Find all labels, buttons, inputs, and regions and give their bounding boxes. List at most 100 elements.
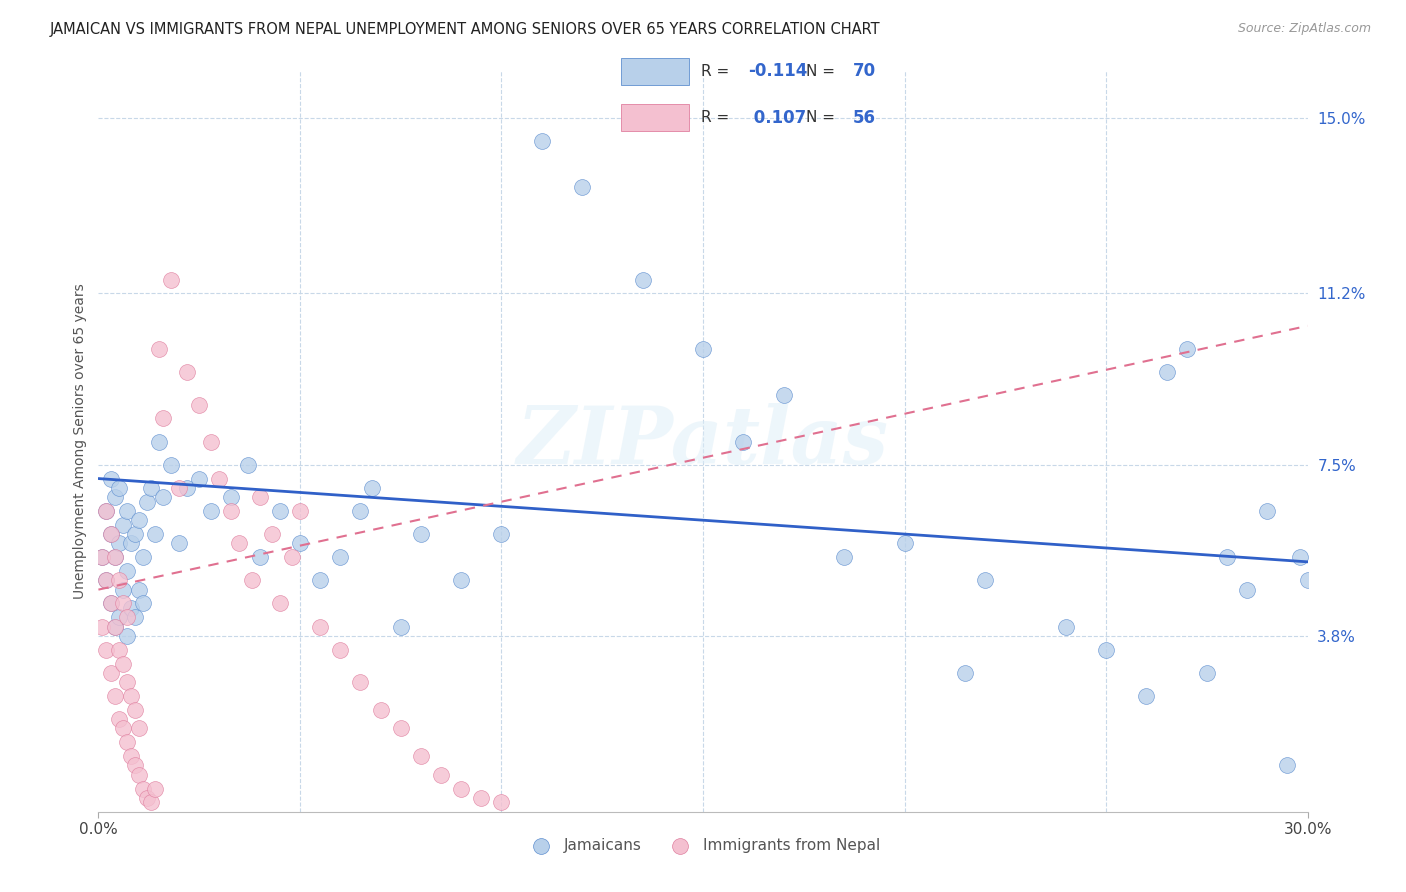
Point xyxy=(91,619,114,633)
Y-axis label: Unemployment Among Seniors over 65 years: Unemployment Among Seniors over 65 years xyxy=(73,284,87,599)
Point xyxy=(107,712,129,726)
Point xyxy=(450,574,472,588)
Point xyxy=(1095,642,1118,657)
Point xyxy=(772,388,794,402)
Point xyxy=(96,642,118,657)
Point xyxy=(91,550,114,565)
Point xyxy=(176,481,198,495)
Point xyxy=(188,472,211,486)
Legend: Jamaicans, Immigrants from Nepal: Jamaicans, Immigrants from Nepal xyxy=(520,832,886,860)
Point xyxy=(111,722,134,736)
Point xyxy=(115,504,138,518)
Point xyxy=(111,582,134,597)
Text: 0.107: 0.107 xyxy=(748,109,806,127)
Text: JAMAICAN VS IMMIGRANTS FROM NEPAL UNEMPLOYMENT AMONG SENIORS OVER 65 YEARS CORRE: JAMAICAN VS IMMIGRANTS FROM NEPAL UNEMPL… xyxy=(49,22,880,37)
Point xyxy=(135,790,157,805)
Point xyxy=(1156,365,1178,379)
Point xyxy=(132,781,155,796)
Point xyxy=(349,675,371,690)
Point xyxy=(135,494,157,508)
Text: R =: R = xyxy=(702,111,734,125)
Point xyxy=(115,735,138,749)
Point xyxy=(111,517,134,532)
Point xyxy=(1277,758,1299,772)
Point xyxy=(240,574,263,588)
Point xyxy=(124,527,146,541)
Point xyxy=(120,536,142,550)
Point xyxy=(96,574,118,588)
Point xyxy=(120,749,142,764)
Text: Source: ZipAtlas.com: Source: ZipAtlas.com xyxy=(1237,22,1371,36)
Point xyxy=(124,610,146,624)
Point xyxy=(128,722,150,736)
Point xyxy=(160,458,183,472)
Point xyxy=(152,490,174,504)
Point xyxy=(953,665,976,680)
Point xyxy=(96,504,118,518)
Point xyxy=(249,550,271,565)
Point xyxy=(148,434,170,449)
Point xyxy=(281,550,304,565)
Point xyxy=(228,536,250,550)
Point xyxy=(120,689,142,703)
Point xyxy=(1054,619,1077,633)
Point xyxy=(1195,665,1218,680)
Text: 56: 56 xyxy=(853,109,876,127)
Point xyxy=(139,796,162,810)
Point xyxy=(115,675,138,690)
Point xyxy=(100,527,122,541)
Point xyxy=(1216,550,1239,565)
Point xyxy=(893,536,915,550)
Point xyxy=(100,472,122,486)
Point xyxy=(260,527,283,541)
Point xyxy=(571,180,593,194)
Point xyxy=(1296,574,1319,588)
Point xyxy=(309,619,332,633)
Point xyxy=(329,642,352,657)
Point xyxy=(128,767,150,781)
Point xyxy=(100,527,122,541)
Point xyxy=(143,781,166,796)
Point xyxy=(269,597,291,611)
Point xyxy=(115,610,138,624)
Point xyxy=(409,527,432,541)
Point xyxy=(389,619,412,633)
Point xyxy=(107,610,129,624)
Point xyxy=(370,703,392,717)
Point xyxy=(1288,550,1310,565)
Point xyxy=(470,790,492,805)
Point xyxy=(200,434,222,449)
Text: R =: R = xyxy=(702,64,734,78)
Text: 70: 70 xyxy=(853,62,876,80)
Point xyxy=(107,536,129,550)
Point xyxy=(221,490,243,504)
Text: N =: N = xyxy=(807,111,841,125)
Bar xyxy=(621,104,689,131)
Point xyxy=(115,629,138,643)
Point xyxy=(107,574,129,588)
Point xyxy=(249,490,271,504)
Point xyxy=(491,527,513,541)
Point xyxy=(167,536,190,550)
Point xyxy=(631,272,654,286)
Point xyxy=(96,504,118,518)
Point xyxy=(132,550,155,565)
Text: N =: N = xyxy=(807,64,841,78)
Point xyxy=(221,504,243,518)
Point xyxy=(389,722,412,736)
Point xyxy=(188,398,211,412)
Point xyxy=(100,597,122,611)
Point xyxy=(160,272,183,286)
Point xyxy=(176,365,198,379)
Point xyxy=(200,504,222,518)
Point xyxy=(208,472,231,486)
Point xyxy=(430,767,453,781)
Point xyxy=(1175,342,1198,356)
Point xyxy=(450,781,472,796)
Point xyxy=(103,550,125,565)
Point xyxy=(91,550,114,565)
Point xyxy=(115,564,138,578)
Point xyxy=(409,749,432,764)
Point xyxy=(361,481,384,495)
Point xyxy=(111,657,134,671)
